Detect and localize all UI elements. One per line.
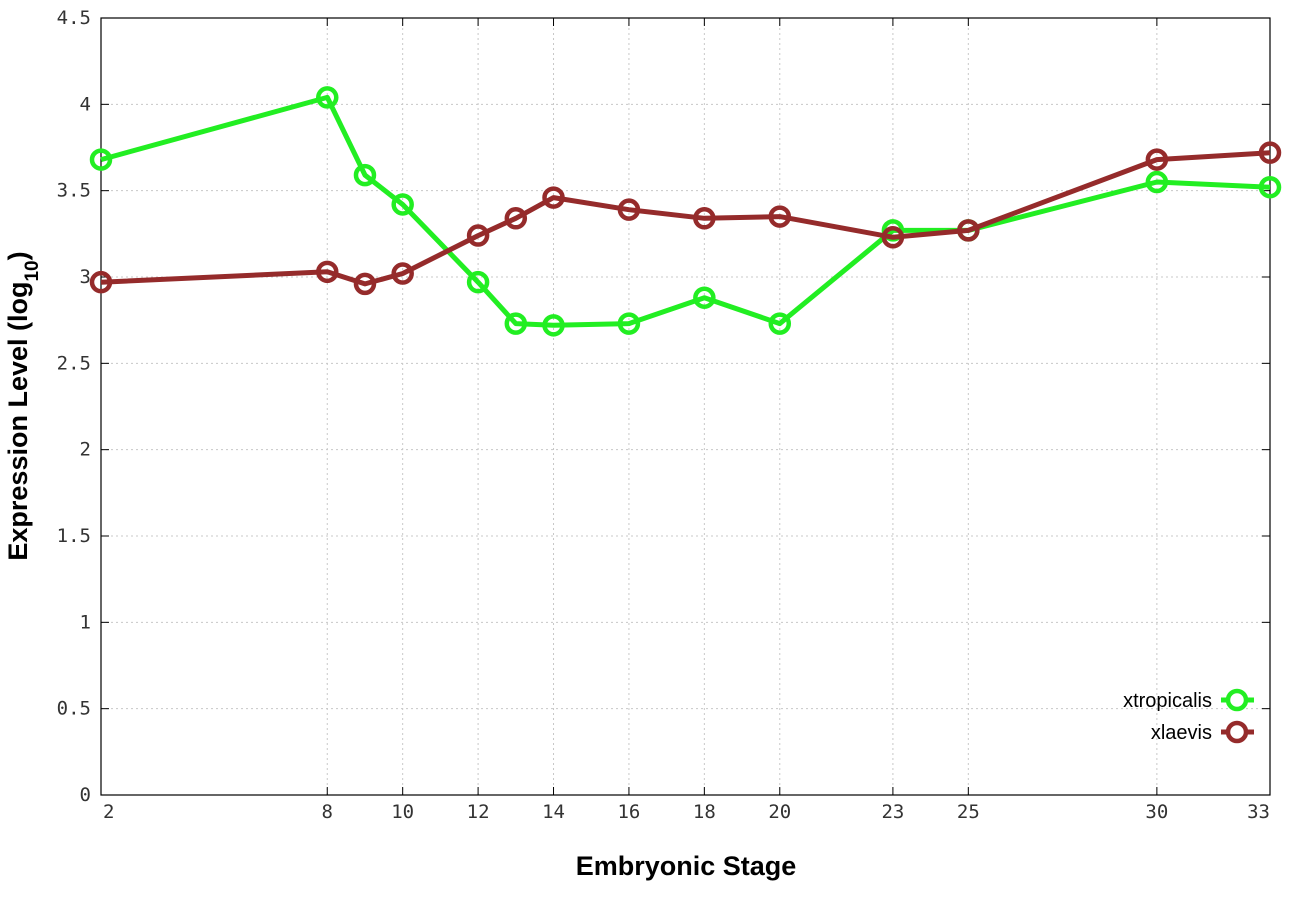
data-point-xlaevis [693,207,716,230]
legend-item-xtropicalis: xtropicalis [1123,688,1254,712]
data-point-xlaevis [542,186,565,209]
x-tick-label: 2 [103,801,114,823]
data-point-xlaevis [89,270,113,294]
y-tick-label: 3 [80,266,91,288]
x-tick-label: 25 [957,801,980,823]
data-point-xlaevis [466,224,490,247]
x-tick-label: 12 [467,801,490,823]
x-tick-label: 8 [322,801,333,823]
x-tick-label: 16 [617,801,640,823]
x-tick-label: 30 [1145,801,1168,823]
data-point-xlaevis [1145,148,1169,171]
data-point-xlaevis [353,272,377,296]
y-axis-title-subscript: 10 [22,260,43,281]
x-tick-label: 14 [542,801,565,823]
legend-swatch-marker [1225,720,1249,744]
series-xlaevis [89,141,1282,296]
data-point-xtropicalis [89,148,113,171]
x-tick-label: 18 [693,801,716,823]
x-tick-label: 10 [391,801,414,823]
data-point-xlaevis [881,226,905,249]
data-point-xtropicalis [1258,175,1282,199]
series-group [89,86,1282,337]
legend-label: xlaevis [1151,722,1212,744]
series-xtropicalis [89,86,1282,337]
data-point-xtropicalis [391,193,414,216]
legend-swatch-marker [1225,688,1249,712]
x-axis-title: Embryonic Stage [576,851,797,881]
legend: xtropicalis xlaevis [1123,688,1254,744]
series-line-xtropicalis [100,94,1271,328]
y-tick-label: 1 [80,611,91,633]
data-point-xtropicalis [1145,170,1169,194]
y-tick-label: 4.5 [57,7,91,29]
grid [101,18,1270,795]
y-tick-label: 0.5 [57,698,91,720]
legend-item-xlaevis: xlaevis [1151,720,1254,744]
y-axis-title: Expression Level (log10) [3,251,43,560]
plot-frame [100,17,1271,796]
data-point-xtropicalis [542,314,565,337]
y-tick-label: 1.5 [57,525,91,547]
data-point-xlaevis [316,260,339,284]
data-point-xtropicalis [768,312,792,335]
data-point-xtropicalis [617,312,641,335]
y-axis-title-main: Expression Level (log [3,282,33,561]
x-tick-label: 33 [1247,801,1270,823]
y-axis-title-close: ) [3,251,33,260]
y-tick-label: 2 [80,439,91,461]
data-point-xlaevis [768,205,792,228]
data-point-xtropicalis [316,86,339,109]
y-tick-label: 2.5 [57,352,91,374]
series-line-xlaevis [100,150,1271,287]
y-tick-label: 3.5 [57,180,91,202]
data-point-xlaevis [391,262,414,285]
axis-ticks: 0 0.5 1 1.5 2 2.5 3 3.5 4 4.5 2 8 10 12 14 16 18 20 23 25 30… [57,7,1271,823]
data-point-xlaevis [617,198,641,221]
y-tick-label: 4 [80,93,91,115]
y-tick-label: 0 [80,784,91,806]
x-tick-label: 20 [768,801,791,823]
data-point-xlaevis [1258,141,1282,164]
data-point-xtropicalis [504,312,528,335]
data-point-xtropicalis [466,270,490,294]
x-tick-label: 23 [881,801,904,823]
data-point-xtropicalis [353,163,377,187]
data-point-xlaevis [957,219,980,242]
data-point-xtropicalis [693,286,716,309]
data-point-xlaevis [504,207,528,230]
legend-label: xtropicalis [1123,690,1212,712]
